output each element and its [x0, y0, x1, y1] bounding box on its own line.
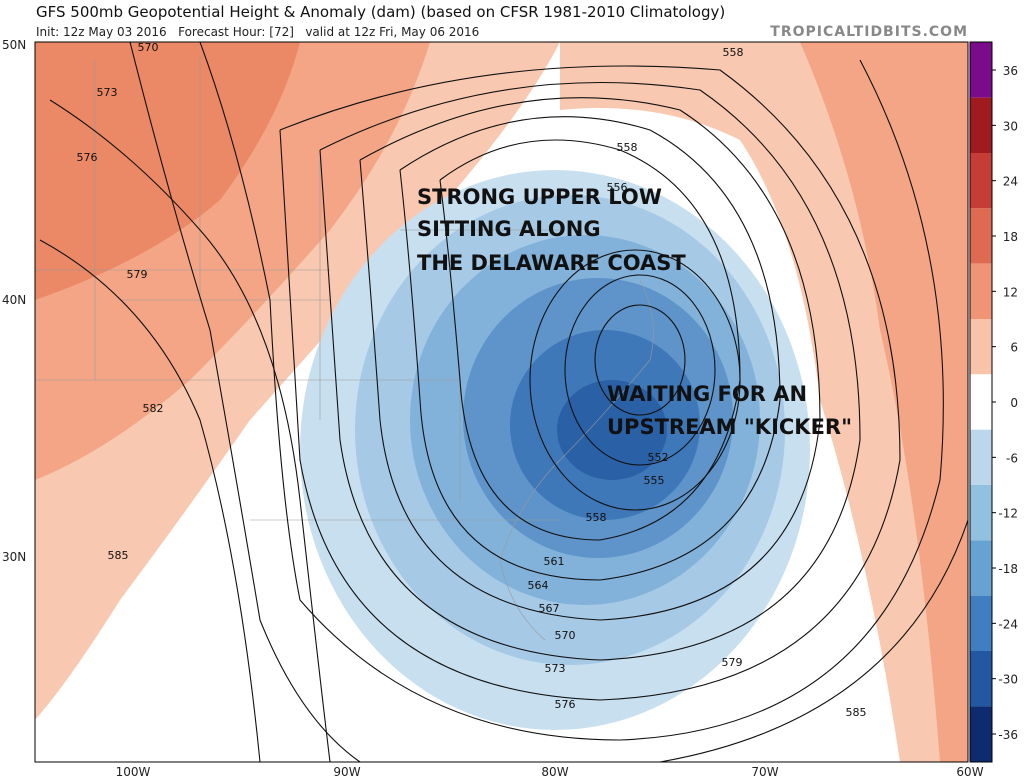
map-area: STRONG UPPER LOW SITTING ALONG THE DELAW…: [34, 41, 969, 763]
annotations: STRONG UPPER LOW SITTING ALONG THE DELAW…: [417, 185, 852, 439]
colorbar-block: [970, 374, 992, 430]
colorbar-block: [970, 485, 992, 541]
contour-label: 570: [555, 629, 576, 642]
contour-labels: 570 573 576 579 582 585 558 558 556 552 555 558 561 5…: [77, 41, 867, 719]
colorbar-block: [970, 153, 992, 209]
colorbar-block: [970, 595, 992, 651]
contour-label: 579: [722, 656, 743, 669]
lon-label: 70W: [751, 765, 778, 779]
colorbar-block: [970, 263, 992, 319]
annotation: WAITING FOR AN: [607, 382, 807, 406]
colorbar-label: 0: [1010, 396, 1018, 410]
colorbar-label: -6: [1006, 451, 1018, 465]
colorbar-block: [970, 319, 992, 375]
title: GFS 500mb Geopotential Height & Anomaly …: [36, 3, 725, 21]
contour-label: 556: [607, 181, 628, 194]
lon-label: 80W: [541, 765, 568, 779]
lat-label: 30N: [2, 550, 26, 564]
colorbar-label: -18: [998, 562, 1018, 576]
colorbar-frame: [969, 41, 993, 763]
contour-label: 573: [97, 86, 118, 99]
contour-label: 573: [545, 662, 566, 675]
annotation: STRONG UPPER LOW: [417, 185, 662, 209]
state-borders: [35, 55, 654, 641]
contour-label: 552: [648, 451, 669, 464]
colorbar-block: [970, 97, 992, 153]
contour-label: 558: [586, 511, 607, 524]
contour-label: 564: [528, 579, 549, 592]
colorbar-block: [970, 706, 992, 762]
contour-label: 570: [138, 41, 159, 54]
watermark: TROPICALTIDBITS.COM: [770, 24, 968, 40]
colorbar-label: -24: [998, 617, 1018, 631]
contour-label: 576: [77, 151, 98, 164]
lat-label: 50N: [2, 38, 26, 52]
axes: 50N 40N 30N 100W 90W 80W 70W 60W: [2, 38, 984, 779]
warm-anomaly: [800, 42, 968, 762]
warm-anomaly: [35, 42, 300, 300]
contour-label: 558: [617, 141, 638, 154]
lon-label: 100W: [116, 765, 151, 779]
contour-label: 567: [539, 602, 560, 615]
colorbar-label: 36: [1003, 64, 1018, 78]
colorbar-label: 18: [1003, 230, 1018, 244]
colorbar-label: 6: [1010, 341, 1018, 355]
colorbar-block: [970, 540, 992, 596]
colorbar-label: -12: [998, 507, 1018, 521]
contour-label: 555: [644, 474, 665, 487]
colorbar-label: 12: [1003, 285, 1018, 299]
colorbar-block: [970, 429, 992, 485]
contour-label: 582: [143, 402, 164, 415]
contour-label: 585: [846, 706, 867, 719]
contour-label: 576: [555, 698, 576, 711]
contour-label: 558: [723, 46, 744, 59]
colorbar-label: 30: [1003, 119, 1018, 133]
annotation: SITTING ALONG: [417, 217, 601, 241]
map-frame: [34, 41, 969, 763]
colorbar-block: [970, 42, 992, 98]
contour-label: 585: [108, 549, 129, 562]
cold-anomaly: [557, 380, 667, 480]
lon-label: 90W: [333, 765, 360, 779]
colorbar-block: [970, 208, 992, 264]
annotation: UPSTREAM "KICKER": [607, 415, 852, 439]
subtitle: Init: 12z May 03 2016 Forecast Hour: [72…: [36, 25, 479, 39]
colorbar-label: 24: [1003, 175, 1018, 189]
height-contours: [39, 42, 968, 762]
colorbar-label: -30: [998, 673, 1018, 687]
lon-label: 60W: [956, 765, 983, 779]
colorbar-block: [970, 651, 992, 707]
colorbar-label: -36: [998, 728, 1018, 742]
contour-label: 579: [127, 268, 148, 281]
contour-label: 561: [544, 555, 565, 568]
colorbar: 36 30 24 18 12 6 0 -6 -12 -18 -24 -30 -36: [969, 41, 1018, 763]
lat-label: 40N: [2, 293, 26, 307]
annotation: THE DELAWARE COAST: [417, 251, 686, 275]
